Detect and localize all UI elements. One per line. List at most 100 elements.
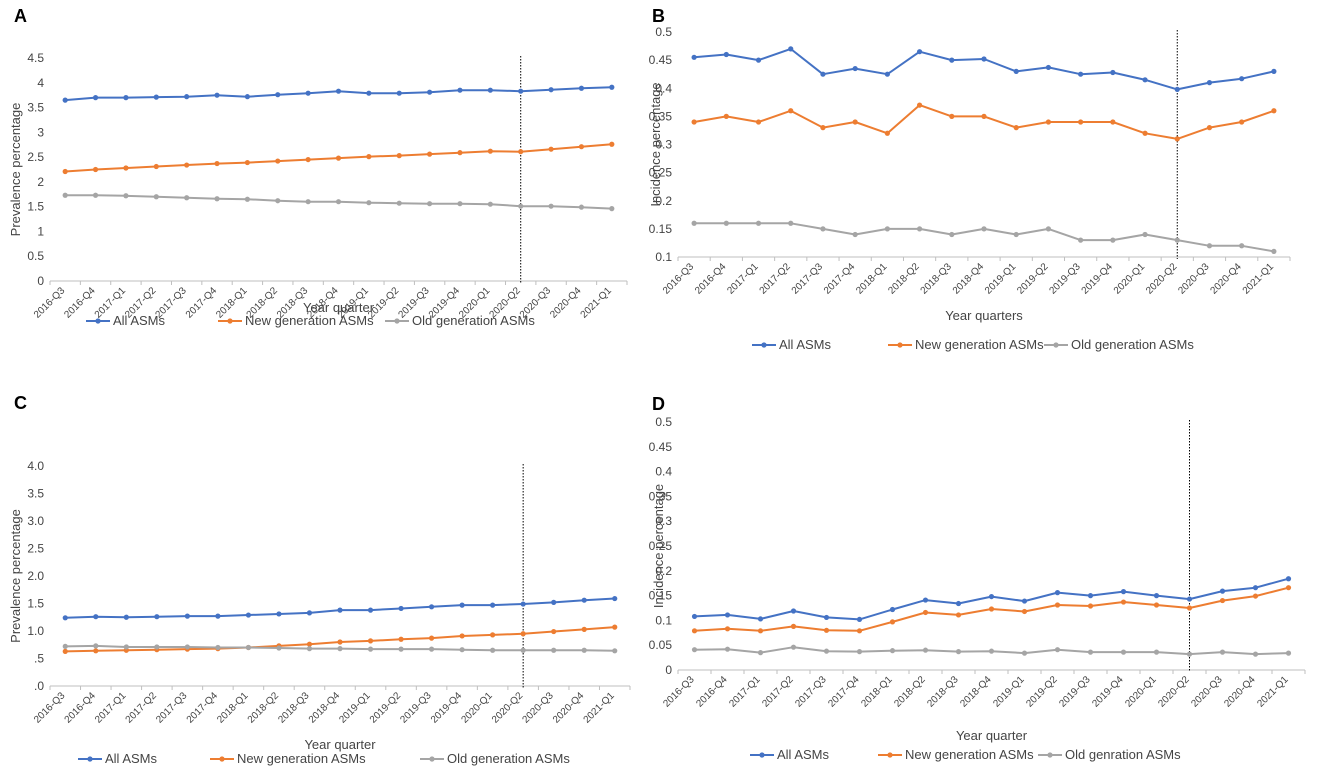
legend-swatch-marker [759,752,765,758]
data-point [366,154,372,160]
data-point [551,599,557,606]
data-point [578,204,585,210]
data-point [916,102,923,108]
data-point [1153,649,1160,655]
data-point [520,601,526,607]
data-point [306,641,313,647]
data-point [245,612,252,618]
data-point [949,57,955,63]
data-point [62,615,68,621]
x-tick-label: 2017-Q1 [93,690,129,726]
legend-swatch-marker [1053,342,1059,348]
data-point [518,203,524,209]
data-point [62,168,68,175]
data-point [1153,602,1160,608]
data-point [459,647,465,653]
data-point [367,607,374,613]
x-tick-label: 2017-Q4 [184,285,220,321]
y-tick-label: 0 [37,274,44,288]
data-point [612,595,618,602]
data-point [490,647,496,653]
x-tick-label: 2017-Q4 [185,690,221,726]
x-tick-label: 2019-Q1 [991,674,1027,710]
x-tick-label: 2017-Q3 [154,690,190,726]
data-point [520,631,526,637]
x-tick-label: 2018-Q1 [215,690,251,726]
y-tick-label: 0.35 [649,489,673,503]
x-tick-label: 2017-Q3 [793,674,829,710]
data-point [691,54,697,60]
x-tick-label: 2020-Q1 [1123,674,1159,710]
chart-panel-d: D 0 0.05 0.1 0.15 0.2 0.25 0.3 0.35 0.4 0.45 0.5 201… [649,394,1306,762]
data-point [1087,649,1094,655]
x-tick-label: 2020-Q4 [1209,261,1245,297]
y-tick-label: 4 [37,76,44,90]
x-tick-label: 2018-Q1 [859,674,895,710]
data-point [457,87,463,93]
x-tick-label: 2018-Q3 [276,690,312,726]
legend-label: Old generation ASMs [1071,337,1194,352]
y-tick-label: 0.1 [655,613,672,627]
y-tick-label: 2.5 [27,150,44,164]
data-point [490,602,496,608]
data-point [889,648,896,654]
data-point [788,220,794,226]
data-point [1239,76,1245,82]
data-point [305,90,311,96]
x-tick-label: 2018-Q3 [919,261,955,297]
y-tick-label: 0.4 [655,81,672,95]
y-tick-label: 1 [37,224,44,238]
data-point [1186,651,1193,657]
data-point [578,144,585,150]
data-point [1078,237,1084,243]
data-point [612,648,618,654]
data-point [889,606,896,613]
data-point [551,628,557,635]
y-tick-label: 0.1 [655,250,672,264]
x-tick-label: 2020-Q3 [1189,674,1225,710]
legend-label: All ASMs [105,751,158,766]
data-point [548,146,554,152]
data-point [884,130,890,136]
data-point [306,610,313,616]
data-point [1054,602,1061,608]
legend-swatch-marker [1047,752,1053,758]
data-point [578,85,585,91]
legend-label: New generation ASMs [905,747,1034,762]
data-point [154,614,160,620]
x-tick-label: 2017-Q2 [758,261,794,297]
data-point [275,198,281,204]
data-point [1252,593,1259,599]
series-line-2 [693,104,1275,140]
data-point [1186,596,1193,602]
chart-panel-b: B0.10.150.20.250.30.350.40.450.52016-Q32… [648,6,1291,352]
y-tick-label: 2 [37,175,44,189]
x-tick-label: 2017-Q2 [760,674,796,710]
data-point [305,199,311,205]
data-point [1174,136,1180,142]
y-tick-label: 0.5 [27,249,44,263]
x-tick-label: 2018-Q4 [958,674,994,710]
data-point [1110,119,1116,125]
data-point [92,192,99,198]
y-tick-label: 0.5 [655,415,672,429]
data-point [609,206,615,212]
data-point [214,92,220,98]
data-point [123,95,129,101]
data-point [790,644,797,650]
x-tick-label: 2018-Q3 [925,674,961,710]
data-point [988,593,995,600]
data-point [916,226,923,232]
data-point [820,226,826,232]
data-point [612,624,618,630]
x-tick-label: 2019-Q1 [337,690,373,726]
data-point [1110,237,1116,243]
chart-panel-c: C .0 .5 1.0 1.5 2.0 2.5 3.0 3.5 4.0 2016-Q32016-Q4… [8,393,631,766]
data-point [427,201,433,207]
x-tick-label: 2017-Q3 [790,261,826,297]
data-point [276,645,282,651]
data-point [1252,651,1259,657]
legend-label: All ASMs [113,313,166,328]
data-point [335,199,342,205]
data-point [757,650,764,656]
